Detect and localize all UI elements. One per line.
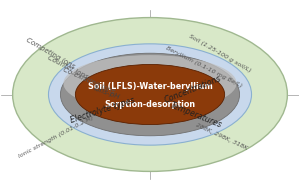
Text: Ionic strength (0.01-0.2 M): Ionic strength (0.01-0.2 M) — [18, 115, 94, 159]
Ellipse shape — [60, 53, 240, 136]
Text: Electrolyte types: Electrolyte types — [69, 96, 136, 125]
Text: Co-existing ions: Co-existing ions — [62, 66, 116, 95]
Text: Concentrations: Concentrations — [164, 73, 223, 105]
Ellipse shape — [49, 44, 251, 145]
Text: Counter ions: Counter ions — [46, 54, 89, 80]
Ellipse shape — [75, 64, 225, 125]
Text: Beryllium (0.1-10 mg Be/L): Beryllium (0.1-10 mg Be/L) — [165, 46, 243, 89]
Text: Competing ions: Competing ions — [25, 37, 75, 70]
Text: Ions-pH: Ions-pH — [93, 85, 121, 100]
Ellipse shape — [13, 18, 287, 171]
Text: Soil (1.25-100 g soil/L): Soil (1.25-100 g soil/L) — [188, 33, 252, 73]
Ellipse shape — [63, 55, 237, 111]
Text: Sorption-desorption: Sorption-desorption — [104, 100, 196, 109]
Text: Soil (LFLS)-Water-beryllium: Soil (LFLS)-Water-beryllium — [88, 82, 212, 91]
Text: 288K, 298K, 318K: 288K, 298K, 318K — [195, 122, 248, 151]
Text: Temperatures: Temperatures — [169, 101, 224, 130]
